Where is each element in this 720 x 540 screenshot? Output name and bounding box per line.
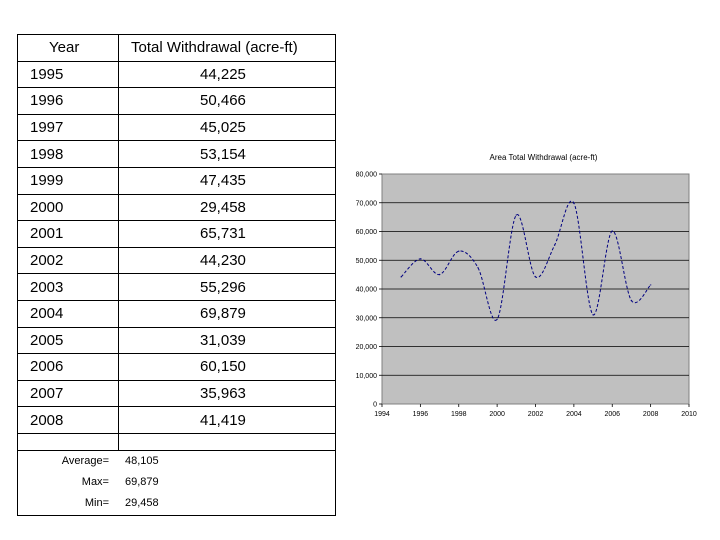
chart-svg: Area Total Withdrawal (acre-ft) 0 10,000 20… — [356, 153, 697, 418]
withdrawal-cell: 65,731 — [200, 225, 246, 243]
y-tick-label: 0 — [373, 402, 377, 409]
data-point — [477, 266, 479, 269]
data-point — [438, 273, 441, 276]
x-tick-label: 2006 — [604, 411, 620, 418]
withdrawal-cell: 50,466 — [200, 92, 246, 110]
stat-row: Max= 69,879 — [18, 472, 335, 493]
data-point — [611, 230, 614, 232]
withdrawal-cell: 53,154 — [200, 145, 246, 163]
table-row: 2002 44,230 — [18, 247, 335, 275]
data-point — [649, 284, 652, 286]
stat-value: 69,879 — [125, 476, 159, 488]
year-cell: 1995 — [18, 61, 119, 88]
x-tick-label: 1998 — [451, 411, 467, 418]
withdrawal-cell: 35,963 — [200, 385, 246, 403]
withdrawal-cell: 55,296 — [200, 278, 246, 296]
stat-value: 48,105 — [125, 455, 159, 467]
year-cell: 2005 — [18, 327, 119, 354]
table-header-row: Year Total Withdrawal (acre-ft) — [18, 35, 335, 62]
x-tick-label: 1994 — [374, 411, 390, 418]
data-point — [496, 318, 498, 321]
table-row: 2003 55,296 — [18, 274, 335, 301]
year-cell: 2006 — [18, 354, 119, 380]
table-row: 2004 69,879 — [18, 301, 335, 328]
table-row: 2001 65,731 — [18, 221, 335, 248]
year-cell: 2000 — [18, 194, 119, 221]
summary-stats: Average= 48,105 Max= 69,879 Min= 29,458 — [18, 451, 335, 515]
data-point — [419, 258, 422, 260]
data-point — [630, 299, 633, 302]
data-point — [534, 276, 537, 278]
table-row: 1998 53,154 — [18, 141, 335, 168]
year-cell: 2007 — [18, 380, 119, 407]
withdrawal-cell: 31,039 — [200, 331, 246, 349]
chart-title: Area Total Withdrawal (acre-ft) — [490, 153, 598, 162]
table-row: 1995 44,225 — [18, 61, 335, 89]
year-cell: 2001 — [18, 221, 119, 247]
withdrawal-cell: 47,435 — [200, 172, 246, 190]
y-tick-label: 50,000 — [356, 258, 378, 265]
table-row: 2007 35,963 — [18, 380, 335, 408]
data-point — [573, 202, 575, 204]
year-cell: 1998 — [18, 141, 119, 167]
x-tick-label: 2010 — [681, 411, 697, 418]
year-cell: 2002 — [18, 247, 119, 274]
y-tick-label: 20,000 — [356, 344, 378, 351]
withdrawal-cell: 45,025 — [200, 119, 246, 137]
x-tick-label: 2000 — [489, 411, 505, 418]
y-tick-label: 40,000 — [356, 287, 378, 294]
stat-row: Min= 29,458 — [18, 493, 335, 514]
year-cell: 2008 — [18, 407, 119, 433]
year-cell: 1999 — [18, 168, 119, 194]
x-tick-label: 2002 — [528, 411, 544, 418]
data-point — [592, 313, 594, 316]
y-tick-label: 80,000 — [356, 172, 378, 179]
x-tick-label: 1996 — [413, 411, 429, 418]
withdrawal-table: Year Total Withdrawal (acre-ft) 1995 44,225… — [17, 34, 336, 516]
withdrawal-chart: Area Total Withdrawal (acre-ft) 0 10,000 20… — [340, 145, 702, 420]
year-column-header: Year — [18, 35, 119, 61]
data-point — [553, 244, 556, 246]
x-tick-label: 2008 — [643, 411, 659, 418]
y-tick-label: 30,000 — [356, 315, 378, 322]
y-tick-label: 10,000 — [356, 373, 378, 380]
withdrawal-cell: 60,150 — [200, 358, 246, 376]
withdrawal-cell: 44,230 — [200, 252, 246, 270]
table-row: 1997 45,025 — [18, 114, 335, 142]
stat-label: Average= — [61, 455, 109, 467]
withdrawal-cell: 41,419 — [200, 411, 246, 429]
year-cell: 2004 — [18, 301, 119, 327]
withdrawal-column-header: Total Withdrawal (acre-ft) — [131, 39, 298, 57]
blank-cell — [18, 434, 119, 450]
year-cell: 2003 — [18, 274, 119, 300]
data-point — [400, 276, 402, 278]
y-tick-label: 70,000 — [356, 200, 378, 207]
data-point — [515, 214, 518, 216]
y-tick-label: 60,000 — [356, 229, 378, 236]
table-row: 2000 29,458 — [18, 194, 335, 222]
series-line — [400, 200, 652, 321]
table-row: 2006 60,150 — [18, 354, 335, 381]
withdrawal-cell: 69,879 — [200, 305, 246, 323]
table-row: 2005 31,039 — [18, 327, 335, 355]
table-row: 1999 47,435 — [18, 168, 335, 195]
table-row: 1996 50,466 — [18, 88, 335, 115]
table-row: 2008 41,419 — [18, 407, 335, 434]
data-point — [457, 250, 460, 252]
withdrawal-cell: 29,458 — [200, 198, 246, 216]
stat-row: Average= 48,105 — [18, 451, 335, 472]
withdrawal-cell: 44,225 — [200, 65, 246, 83]
year-cell: 1997 — [18, 114, 119, 141]
stat-label: Max= — [81, 476, 109, 488]
x-tick-label: 2004 — [566, 411, 582, 418]
stat-label: Min= — [84, 497, 109, 509]
year-cell: 1996 — [18, 88, 119, 114]
blank-row — [18, 434, 335, 451]
stat-value: 29,458 — [125, 497, 159, 509]
